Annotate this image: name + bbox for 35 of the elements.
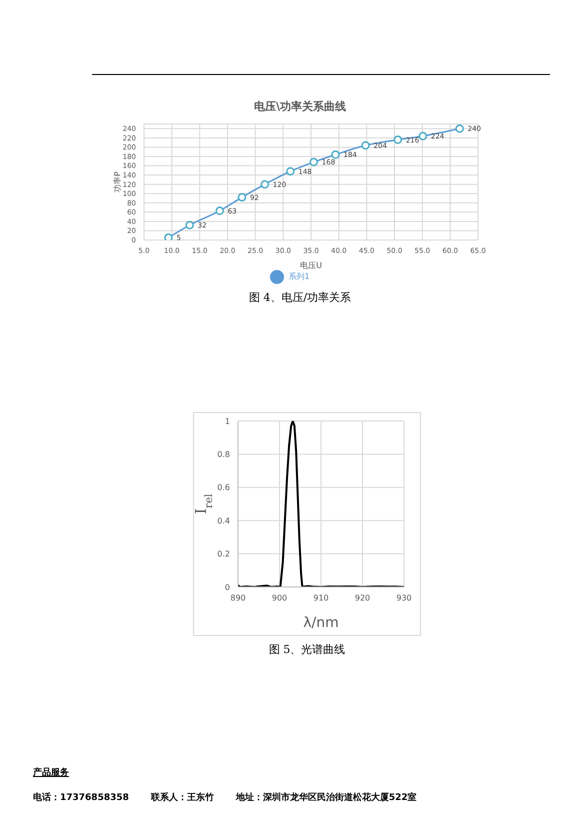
point [286,167,295,176]
point [394,136,402,144]
point [310,158,318,166]
point [260,180,270,189]
x-tick-label: 920 [354,594,370,603]
point [215,206,224,216]
caption: 图 5、光谱曲线 [268,642,346,657]
x-axis-title: λ/nm [303,615,339,631]
text: 联系人：王东竹 [150,791,214,804]
point [331,150,340,159]
y-tick-label: 0.6 [217,483,230,492]
x-axis-title: 电压U [300,261,322,270]
text: 地址：深圳市龙华区民治街道松花大厦522室 [236,791,417,804]
point [238,193,246,202]
legend-label: 系列1 [288,272,310,282]
text: 产品服务 [33,766,70,779]
x-tick-label: 900 [272,594,288,603]
chart-title: 电压\功率关系曲线 [252,99,348,114]
y-axis-title: 功率P [113,171,122,192]
line-series [238,421,404,587]
caption: 图 4、电压/功率关系 [248,290,352,305]
y-tick-label: 0.4 [217,516,230,526]
point [185,220,194,230]
x-tick-label: 910 [313,594,329,603]
x-tick-label: 890 [230,594,246,603]
point [361,141,370,150]
x-tick-label: 930 [396,594,412,603]
y-tick-label: 0 [224,582,230,592]
text: 电话：17376858358 [33,791,129,804]
y-tick-label: 0.2 [217,550,230,559]
point [164,233,173,240]
y-tick-label: 0.8 [217,450,230,460]
y-tick-label: 1 [224,416,230,426]
point [455,124,464,133]
point [418,132,428,140]
